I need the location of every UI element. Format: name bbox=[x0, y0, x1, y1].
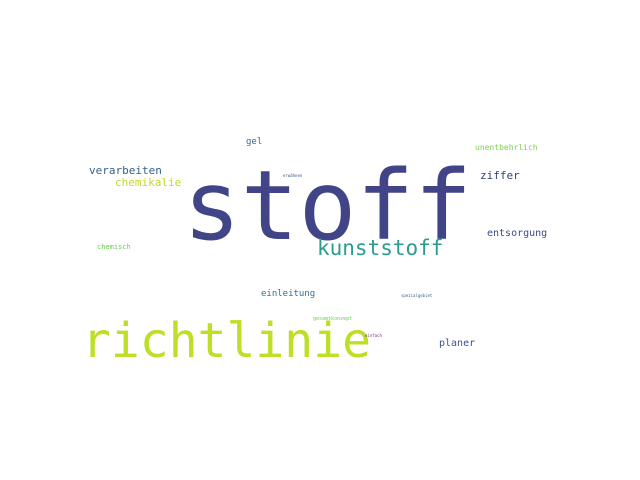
word-richtlinie: richtlinie bbox=[82, 313, 371, 369]
word-cloud: stoff richtlinie kunststoff verarbeiten … bbox=[80, 120, 560, 365]
word-chemisch: chemisch bbox=[97, 243, 131, 251]
word-kunststoff: kunststoff bbox=[317, 236, 444, 260]
word-spezialgebiet: spezialgebiet bbox=[401, 293, 433, 298]
word-gesamtkonzept: gesamtkonzept bbox=[313, 316, 353, 322]
word-gel: gel bbox=[246, 137, 263, 147]
word-stoff: stoff bbox=[183, 150, 472, 262]
word-ziffer: ziffer bbox=[480, 169, 520, 182]
word-einleitung: einleitung bbox=[261, 289, 316, 299]
word-verarbeiten: verarbeiten bbox=[89, 164, 162, 177]
word-erwaehnen: erwähnen bbox=[283, 173, 303, 178]
word-entsorgung: entsorgung bbox=[487, 228, 548, 239]
word-unentbehrlich: unentbehrlich bbox=[475, 143, 538, 152]
word-einfach: einfach bbox=[365, 333, 382, 338]
word-planer: planer bbox=[439, 338, 476, 349]
word-chemikalie: chemikalie bbox=[115, 176, 182, 189]
